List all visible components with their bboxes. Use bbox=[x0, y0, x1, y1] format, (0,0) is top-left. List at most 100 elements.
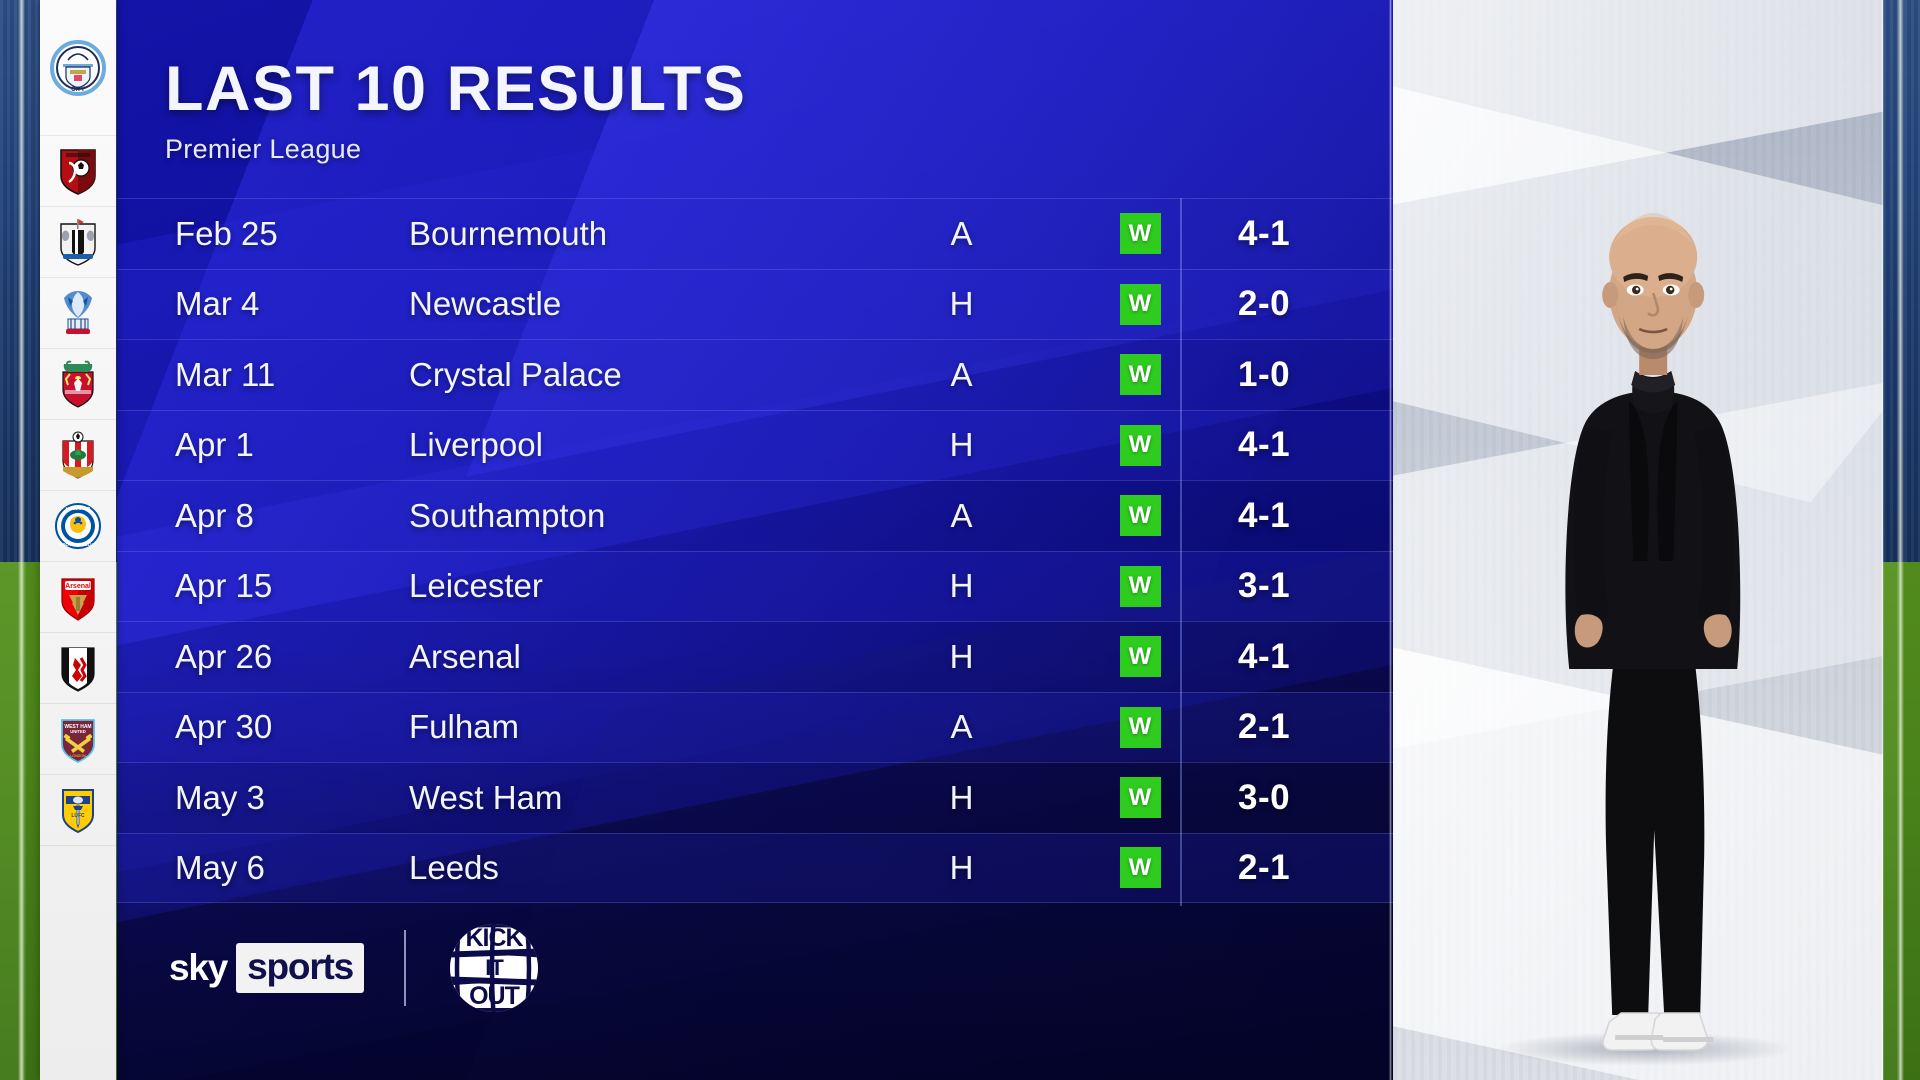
crystal-palace-crest-icon bbox=[58, 289, 98, 337]
camera-post-left bbox=[18, 0, 25, 1080]
crest-cell-arsenal[interactable]: Arsenal bbox=[40, 562, 116, 633]
result-badge: W bbox=[1119, 283, 1161, 325]
page-title: LAST 10 RESULTS bbox=[165, 54, 747, 124]
leicester-crest-icon: LEICESTER FOOTBALL CLUB bbox=[55, 503, 101, 549]
cell-opponent: Bournemouth bbox=[409, 214, 608, 252]
cell-date: Apr 1 bbox=[175, 426, 254, 464]
page-subtitle: Premier League bbox=[165, 134, 362, 164]
table-vertical-divider bbox=[1180, 198, 1182, 906]
result-badge: W bbox=[1119, 424, 1161, 466]
cell-score: 2-1 bbox=[1238, 707, 1291, 747]
result-badge: W bbox=[1119, 565, 1161, 607]
cell-venue: A bbox=[950, 355, 973, 393]
crest-cell-bournemouth[interactable] bbox=[40, 136, 116, 207]
table-row[interactable]: Mar 11 Crystal Palace A W 1-0 bbox=[117, 339, 1393, 410]
result-badge: W bbox=[1119, 213, 1161, 255]
crest-cell-leeds[interactable]: LUFC bbox=[40, 775, 116, 846]
table-row[interactable]: Apr 30 Fulham A W 2-1 bbox=[117, 691, 1393, 762]
fulham-crest-icon bbox=[58, 644, 98, 692]
results-table: Feb 25 Bournemouth A W 4-1 Mar 4 Newcastle H W 2-… bbox=[117, 198, 1393, 903]
cell-score: 4-1 bbox=[1238, 495, 1291, 535]
cell-date: Mar 4 bbox=[175, 285, 260, 323]
table-row[interactable]: Apr 8 Southampton A W 4-1 bbox=[117, 480, 1393, 551]
manchester-city-crest-icon: CITY bbox=[50, 39, 106, 96]
footer-divider bbox=[404, 930, 407, 1006]
cell-opponent: Liverpool bbox=[409, 426, 543, 464]
cell-opponent: Newcastle bbox=[409, 285, 562, 323]
svg-text:LEICESTER: LEICESTER bbox=[66, 506, 91, 511]
kick-it-out-logo: KICK IT OUT bbox=[446, 920, 542, 1016]
cell-venue: A bbox=[950, 496, 973, 534]
svg-text:Arsenal: Arsenal bbox=[65, 583, 91, 590]
cell-result: W bbox=[1064, 706, 1216, 748]
cell-score: 3-0 bbox=[1238, 777, 1291, 817]
table-row[interactable]: Apr 1 Liverpool H W 4-1 bbox=[117, 409, 1393, 480]
cell-date: Apr 30 bbox=[175, 708, 273, 746]
cell-result: W bbox=[1064, 424, 1216, 466]
cell-score: 4-1 bbox=[1238, 213, 1291, 253]
panel-edge-highlight-left bbox=[1389, 0, 1392, 1080]
cell-result: W bbox=[1064, 847, 1216, 889]
cell-venue: A bbox=[950, 214, 973, 252]
svg-text:UNITED: UNITED bbox=[70, 729, 86, 734]
team-crest-rail: CITY bbox=[40, 0, 116, 1080]
cell-score: 2-0 bbox=[1238, 284, 1291, 324]
table-row[interactable]: Apr 26 Arsenal H W 4-1 bbox=[117, 621, 1393, 692]
panel-edge-highlight-right bbox=[1881, 0, 1884, 1080]
cell-venue: H bbox=[949, 426, 974, 464]
cell-venue: H bbox=[949, 567, 974, 605]
svg-text:IT: IT bbox=[485, 955, 504, 980]
cell-score: 3-1 bbox=[1238, 566, 1291, 606]
cell-date: Apr 26 bbox=[175, 637, 273, 675]
crest-cell-manchester-city[interactable]: CITY bbox=[40, 0, 116, 136]
cell-opponent: Leeds bbox=[409, 848, 499, 886]
crest-cell-liverpool[interactable] bbox=[40, 349, 116, 420]
crest-cell-leicester[interactable]: LEICESTER FOOTBALL CLUB bbox=[40, 491, 116, 562]
result-badge: W bbox=[1119, 847, 1161, 889]
crest-cell-crystal-palace[interactable] bbox=[40, 278, 116, 349]
manager-photo-panel bbox=[1393, 0, 1883, 1080]
cell-score: 1-0 bbox=[1238, 354, 1291, 394]
cell-date: Feb 25 bbox=[175, 214, 278, 252]
cell-opponent: West Ham bbox=[409, 778, 563, 816]
sports-wordmark-box: sports bbox=[236, 943, 365, 993]
table-row[interactable]: Apr 15 Leicester H W 3-1 bbox=[117, 550, 1393, 621]
liverpool-crest-icon bbox=[58, 360, 98, 408]
cell-venue: A bbox=[950, 708, 973, 746]
cell-opponent: Crystal Palace bbox=[409, 355, 622, 393]
sports-wordmark: sports bbox=[247, 946, 354, 987]
cell-score: 4-1 bbox=[1238, 425, 1291, 465]
table-row[interactable]: Feb 25 Bournemouth A W 4-1 bbox=[117, 198, 1393, 269]
svg-text:LUFC: LUFC bbox=[71, 813, 85, 819]
cell-result: W bbox=[1064, 213, 1216, 255]
cell-opponent: Fulham bbox=[409, 708, 520, 746]
kick-it-out-icon: KICK IT OUT bbox=[450, 924, 539, 1012]
sky-sports-logo: sky sports bbox=[169, 943, 365, 993]
cell-opponent: Leicester bbox=[409, 567, 543, 605]
svg-text:CITY: CITY bbox=[71, 87, 85, 93]
cell-result: W bbox=[1064, 495, 1216, 537]
west-ham-crest-icon: WEST HAM UNITED LONDON bbox=[58, 715, 98, 763]
crest-cell-southampton[interactable] bbox=[40, 420, 116, 491]
cell-date: Apr 15 bbox=[175, 567, 273, 605]
table-row[interactable]: May 3 West Ham H W 3-0 bbox=[117, 762, 1393, 833]
table-row[interactable]: May 6 Leeds H W 2-1 bbox=[117, 832, 1393, 903]
cell-venue: H bbox=[949, 285, 974, 323]
cell-date: Apr 8 bbox=[175, 496, 254, 534]
svg-text:WEST HAM: WEST HAM bbox=[64, 724, 91, 730]
leeds-crest-icon: LUFC bbox=[58, 786, 98, 834]
cell-result: W bbox=[1064, 283, 1216, 325]
cell-venue: H bbox=[949, 778, 974, 816]
table-row[interactable]: Mar 4 Newcastle H W 2-0 bbox=[117, 268, 1393, 339]
svg-text:FOOTBALL CLUB: FOOTBALL CLUB bbox=[59, 542, 96, 547]
cell-date: May 6 bbox=[175, 848, 265, 886]
cell-result: W bbox=[1064, 636, 1216, 678]
result-badge: W bbox=[1119, 706, 1161, 748]
crest-cell-fulham[interactable] bbox=[40, 633, 116, 704]
southampton-crest-icon bbox=[58, 431, 98, 479]
cell-result: W bbox=[1064, 777, 1216, 819]
crest-cell-west-ham[interactable]: WEST HAM UNITED LONDON bbox=[40, 704, 116, 775]
crest-cell-newcastle[interactable] bbox=[40, 207, 116, 278]
cell-opponent: Arsenal bbox=[409, 637, 521, 675]
